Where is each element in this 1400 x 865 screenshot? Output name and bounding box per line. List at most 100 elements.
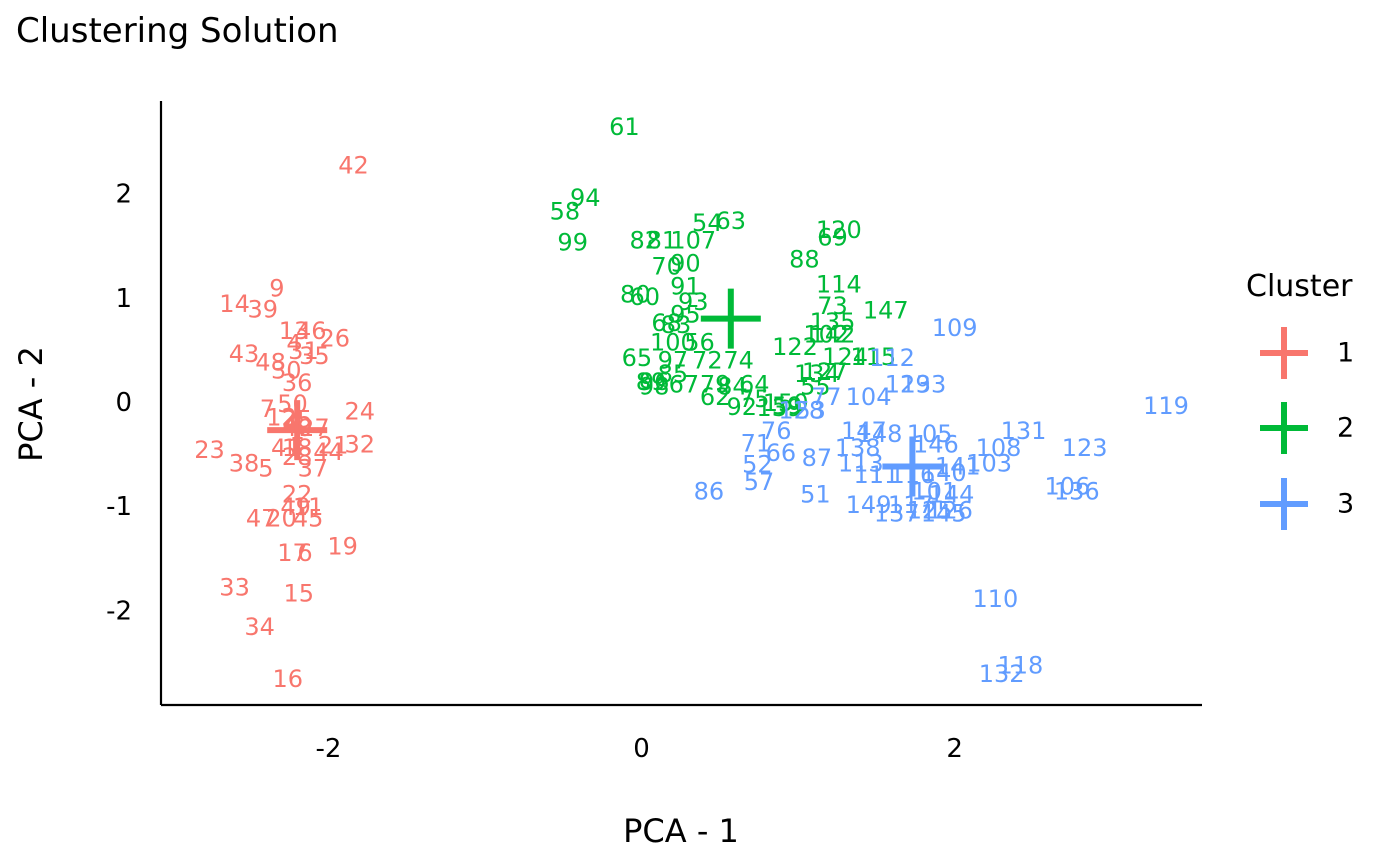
point-label-cluster-1: 19 [327,533,358,561]
point-label-cluster-2: 67 [669,370,700,398]
point-label-cluster-3: 123 [1062,434,1108,462]
y-axis-title: PCA - 2 [12,346,50,462]
legend-title: Cluster [1246,269,1353,304]
point-label-cluster-1: 43 [229,340,260,368]
point-label-cluster-1: 23 [194,436,225,464]
point-label-cluster-2: 89 [636,368,667,396]
point-label-cluster-3: 145 [921,499,967,527]
point-label-cluster-2: 95 [670,300,701,328]
point-label-cluster-3: 71 [741,430,772,458]
point-label-cluster-3: 138 [835,434,881,462]
point-label-cluster-1: 7 [260,395,275,423]
point-label-cluster-1: 22 [282,481,313,509]
point-label-cluster-3: 76 [761,417,792,445]
point-label-cluster-2: 84 [717,372,748,400]
centroid-cluster-2 [700,288,761,349]
point-label-cluster-2: 120 [816,216,862,244]
point-label-cluster-2: 61 [609,113,640,141]
point-label-cluster-1: 44 [313,438,344,466]
x-axis-title: PCA - 1 [623,812,739,850]
point-label-cluster-1: 13 [279,317,310,345]
point-label-cluster-2: 122 [772,333,818,361]
point-label-cluster-2: 98 [639,372,670,400]
point-label-cluster-1: 8 [290,411,305,439]
point-label-cluster-2: 58 [550,197,581,225]
point-label-cluster-2: 124 [822,343,868,371]
point-label-cluster-3: 104 [846,383,892,411]
axes: -2 0 2 210-1-2 [106,101,1202,764]
point-label-cluster-2: 54 [692,209,723,237]
point-label-cluster-2: 75 [739,385,770,413]
point-label-cluster-1: 25 [282,406,313,434]
point-label-cluster-2: 139 [756,394,802,422]
y-tick-label: 2 [115,180,132,210]
x-tick-labels: -2 0 2 [316,734,963,764]
centroid-cluster-1 [267,400,328,461]
point-label-cluster-3: 110 [972,585,1018,613]
point-label-cluster-3: 136 [1054,478,1100,506]
y-tick-label: 1 [115,284,132,314]
point-label-cluster-1: 27 [299,414,330,442]
point-label-cluster-3: 133 [900,370,946,398]
point-label-cluster-3: 116 [889,461,935,489]
point-label-cluster-1: 45 [293,505,324,533]
point-label-cluster-1: 42 [338,152,369,180]
x-tick-label: 2 [946,734,963,764]
point-label-cluster-2: 107 [670,227,716,255]
point-label-cluster-1: 32 [345,431,376,459]
point-label-cluster-3: 148 [857,420,903,448]
point-label-cluster-2: 91 [670,272,701,300]
point-label-cluster-3: 113 [838,449,884,477]
point-label-cluster-3: 52 [742,450,773,478]
legend-label: 3 [1337,489,1354,520]
point-label-cluster-3: 144 [929,481,975,509]
point-label-cluster-3: 101 [911,478,957,506]
point-label-cluster-2: 70 [651,253,682,281]
point-label-cluster-2: 55 [800,372,831,400]
point-label-cluster-2: 134 [794,360,840,388]
point-label-cluster-2: 94 [570,184,601,212]
point-label-cluster-1: 50 [277,390,308,418]
centroid-layer [267,288,943,497]
point-label-cluster-3: 132 [979,660,1025,688]
point-label-cluster-1: 6 [297,539,312,567]
point-label-cluster-2: 82 [629,227,660,255]
point-label-cluster-2: 81 [647,227,678,255]
point-label-cluster-1: 38 [229,449,260,477]
point-label-cluster-3: 146 [913,431,959,459]
point-label-cluster-1: 20 [266,505,297,533]
point-label-cluster-1: 28 [282,443,313,471]
point-label-cluster-1: 30 [271,357,302,385]
point-label-cluster-3: 103 [966,449,1012,477]
chart-title: Clustering Solution [16,11,339,51]
point-label-cluster-3: 109 [932,314,978,342]
x-tick-label: -2 [316,734,342,764]
point-label-cluster-2: 72 [692,346,723,374]
point-label-cluster-3: 141 [935,453,981,481]
point-label-cluster-1: 5 [258,455,273,483]
point-label-cluster-3: 129 [885,370,931,398]
point-label-cluster-3: 57 [744,468,775,496]
point-label-cluster-2: 92 [726,393,757,421]
legend-item-3: 3 [1260,478,1354,530]
point-label-cluster-1: 46 [296,317,327,345]
point-label-cluster-2: 73 [817,292,848,320]
point-label-cluster-1: 39 [247,295,278,323]
point-label-cluster-1: 34 [244,613,275,641]
point-label-cluster-3: 105 [907,420,953,448]
point-label-cluster-2: 65 [622,344,653,372]
point-label-cluster-1: 33 [219,573,250,601]
point-label-cluster-1: 49 [280,493,311,521]
point-label-cluster-2: 60 [629,283,660,311]
point-label-cluster-1: 26 [319,324,350,352]
point-label-cluster-2: 90 [670,249,701,277]
point-label-cluster-3: 140 [921,459,967,487]
point-label-cluster-2: 56 [684,329,715,357]
point-label-cluster-2: 59 [772,392,803,420]
point-label-cluster-3: 131 [1001,417,1047,445]
point-label-cluster-2: 147 [863,296,909,324]
point-label-cluster-1: 11 [293,493,324,521]
point-label-cluster-1: 21 [318,432,349,460]
point-label-cluster-2: 88 [789,245,820,273]
